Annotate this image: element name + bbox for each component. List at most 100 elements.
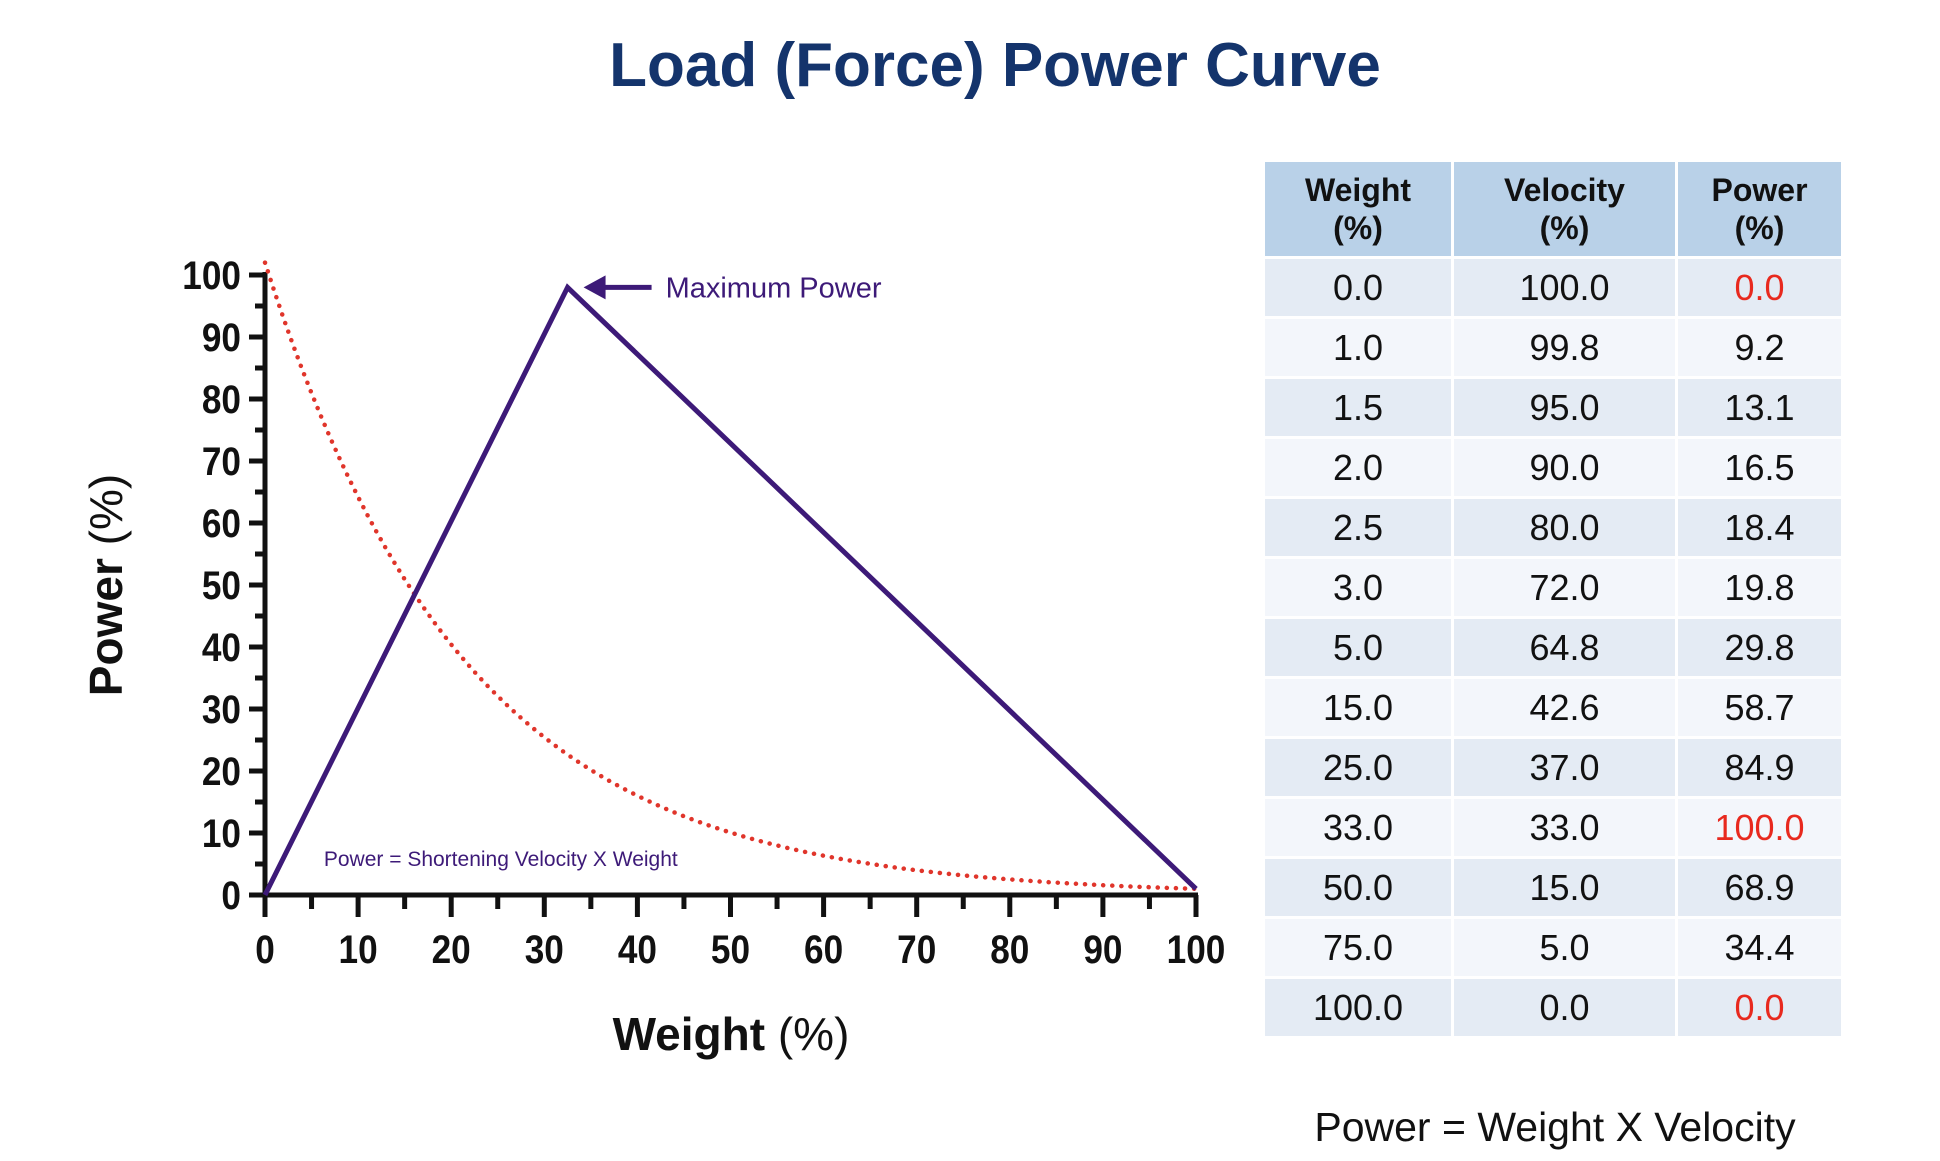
power-cell: 34.4 bbox=[1678, 919, 1841, 976]
power-cell: 84.9 bbox=[1678, 739, 1841, 796]
velocity-curve bbox=[262, 260, 1199, 892]
power-cell: 29.8 bbox=[1678, 619, 1841, 676]
x-tick-label: 90 bbox=[1083, 927, 1122, 972]
y-tick-label: 100 bbox=[182, 253, 241, 298]
table-row: 100.0 0.0 0.0 bbox=[1265, 979, 1841, 1036]
y-tick-label: 50 bbox=[202, 563, 241, 608]
x-tick-label: 30 bbox=[525, 927, 564, 972]
x-tick-label: 80 bbox=[990, 927, 1029, 972]
velocity-cell: 64.8 bbox=[1454, 619, 1675, 676]
table-row: 5.0 64.8 29.8 bbox=[1265, 619, 1841, 676]
velocity-cell: 5.0 bbox=[1454, 919, 1675, 976]
x-tick-label: 10 bbox=[339, 927, 378, 972]
column-header: Weight (%) bbox=[1265, 162, 1451, 256]
y-tick-label: 0 bbox=[221, 873, 241, 918]
column-header-line: Velocity bbox=[1504, 172, 1625, 208]
table-row: 33.0 33.0 100.0 bbox=[1265, 799, 1841, 856]
power-cell: 16.5 bbox=[1678, 439, 1841, 496]
power-cell: 13.1 bbox=[1678, 379, 1841, 436]
labels: 0 10 20 30 40 50 60 70 80 90 100 0 10 20 30 40 50 60 70 80 9… bbox=[80, 253, 1225, 1060]
velocity-cell: 15.0 bbox=[1454, 859, 1675, 916]
table-row: 0.0 100.0 0.0 bbox=[1265, 259, 1841, 316]
arrow-head-icon bbox=[583, 275, 606, 300]
column-header-line: Weight bbox=[1304, 172, 1412, 208]
x-tick-label: 40 bbox=[618, 927, 657, 972]
x-axis-title-text: Weight bbox=[613, 1008, 778, 1060]
velocity-cell: 0.0 bbox=[1454, 979, 1675, 1036]
weight-cell: 75.0 bbox=[1265, 919, 1451, 976]
table-row: 2.5 80.0 18.4 bbox=[1265, 499, 1841, 556]
weight-cell: 2.5 bbox=[1265, 499, 1451, 556]
velocity-cell: 80.0 bbox=[1454, 499, 1675, 556]
weight-cell: 25.0 bbox=[1265, 739, 1451, 796]
y-tick-label: 70 bbox=[202, 439, 241, 484]
power-cell: 58.7 bbox=[1678, 679, 1841, 736]
table-row: 2.0 90.0 16.5 bbox=[1265, 439, 1841, 496]
weight-cell: 3.0 bbox=[1265, 559, 1451, 616]
velocity-cell: 99.8 bbox=[1454, 319, 1675, 376]
x-axis-unit: (%) bbox=[778, 1008, 850, 1060]
weight-cell: 1.0 bbox=[1265, 319, 1451, 376]
x-axis-title: Weight (%) bbox=[613, 1008, 850, 1060]
velocity-cell: 90.0 bbox=[1454, 439, 1675, 496]
power-cell: 18.4 bbox=[1678, 499, 1841, 556]
y-tick-label: 30 bbox=[202, 687, 241, 732]
x-tick-label: 50 bbox=[711, 927, 750, 972]
x-tick-label: 70 bbox=[897, 927, 936, 972]
power-cell: 68.9 bbox=[1678, 859, 1841, 916]
column-header: Power (%) bbox=[1678, 162, 1841, 256]
table-row: 1.0 99.8 9.2 bbox=[1265, 319, 1841, 376]
table-row: 25.0 37.0 84.9 bbox=[1265, 739, 1841, 796]
table-row: 1.5 95.0 13.1 bbox=[1265, 379, 1841, 436]
velocity-cell: 33.0 bbox=[1454, 799, 1675, 856]
formula-annotation: Power = Shortening Velocity X Weight bbox=[324, 848, 678, 871]
y-axis-unit: (%) bbox=[80, 474, 132, 546]
weight-cell: 100.0 bbox=[1265, 979, 1451, 1036]
axes bbox=[249, 272, 1199, 917]
y-axis-title: Power (%) bbox=[80, 474, 132, 696]
weight-cell: 5.0 bbox=[1265, 619, 1451, 676]
table-row: 15.0 42.6 58.7 bbox=[1265, 679, 1841, 736]
weight-cell: 2.0 bbox=[1265, 439, 1451, 496]
y-tick-label: 80 bbox=[202, 377, 241, 422]
y-tick-label: 40 bbox=[202, 625, 241, 670]
power-table: Weight (%) Velocity (%) Power (%) 0.0 100.0 0.0… bbox=[1262, 159, 1844, 1039]
power-cell: 19.8 bbox=[1678, 559, 1841, 616]
weight-cell: 1.5 bbox=[1265, 379, 1451, 436]
velocity-cell: 72.0 bbox=[1454, 559, 1675, 616]
velocity-cell: 95.0 bbox=[1454, 379, 1675, 436]
y-axis-title-text: Power bbox=[80, 545, 132, 696]
x-tick-label: 0 bbox=[255, 927, 275, 972]
column-header: Velocity (%) bbox=[1454, 162, 1675, 256]
series bbox=[262, 260, 1199, 897]
column-header-line: (%) bbox=[1333, 210, 1383, 246]
power-cell: 9.2 bbox=[1678, 319, 1841, 376]
x-tick-label: 100 bbox=[1167, 927, 1226, 972]
weight-cell: 15.0 bbox=[1265, 679, 1451, 736]
column-header-line: Power bbox=[1711, 172, 1808, 208]
velocity-cell: 100.0 bbox=[1454, 259, 1675, 316]
x-tick-label: 60 bbox=[804, 927, 843, 972]
y-tick-label: 20 bbox=[202, 749, 241, 794]
table-row: 50.0 15.0 68.9 bbox=[1265, 859, 1841, 916]
y-tick-label: 10 bbox=[202, 811, 241, 856]
power-cell: 0.0 bbox=[1678, 259, 1841, 316]
power-cell: 100.0 bbox=[1678, 799, 1841, 856]
power-line bbox=[262, 283, 1198, 897]
table-row: 3.0 72.0 19.8 bbox=[1265, 559, 1841, 616]
formula-caption: Power = Weight X Velocity bbox=[1314, 1104, 1796, 1150]
y-tick-label: 90 bbox=[202, 315, 241, 360]
velocity-cell: 37.0 bbox=[1454, 739, 1675, 796]
velocity-cell: 42.6 bbox=[1454, 679, 1675, 736]
max-power-annotation: Maximum Power bbox=[666, 272, 882, 304]
x-tick-label: 20 bbox=[432, 927, 471, 972]
table-row: 75.0 5.0 34.4 bbox=[1265, 919, 1841, 976]
weight-cell: 33.0 bbox=[1265, 799, 1451, 856]
column-header-line: (%) bbox=[1539, 210, 1590, 246]
power-curve-chart: 0 10 20 30 40 50 60 70 80 90 100 0 10 20 30 40 50 60 70 80 9… bbox=[80, 253, 1225, 1060]
weight-cell: 50.0 bbox=[1265, 859, 1451, 916]
page-title: Load (Force) Power Curve bbox=[609, 31, 1381, 100]
y-tick-label: 60 bbox=[202, 501, 241, 546]
column-header-line: (%) bbox=[1734, 210, 1785, 246]
power-cell: 0.0 bbox=[1678, 979, 1841, 1036]
